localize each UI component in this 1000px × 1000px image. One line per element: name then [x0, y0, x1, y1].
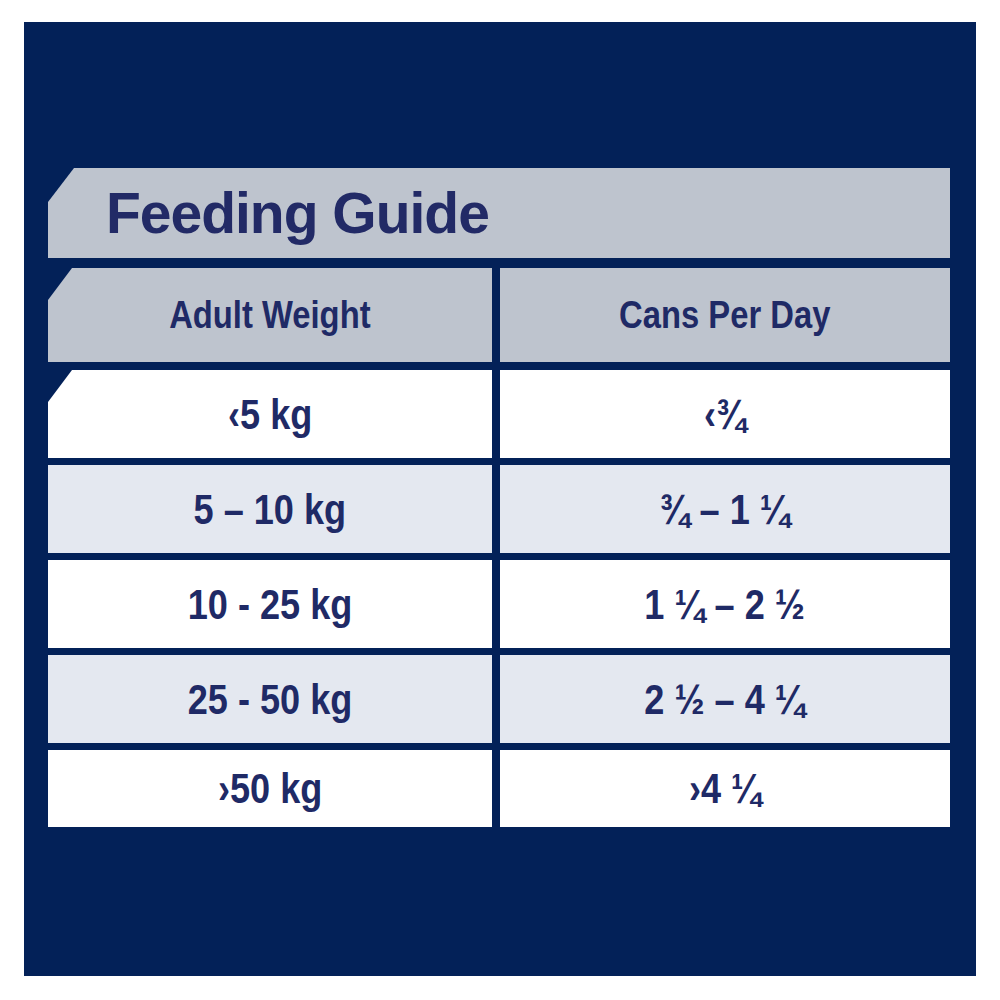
feeding-guide-title-banner: Feeding Guide: [48, 168, 950, 258]
table-row: ›50 kg ›4 ¼: [48, 750, 950, 827]
cans-cell: ›4 ¼: [500, 750, 950, 827]
column-header-cans-per-day: Cans Per Day: [500, 268, 950, 362]
cans-value: ¾ – 1 ¼: [660, 485, 791, 534]
column-divider: [492, 750, 500, 827]
page-title: Feeding Guide: [106, 180, 489, 246]
column-divider: [492, 560, 500, 648]
cans-value: ›4 ¼: [689, 764, 761, 813]
table-row: 10 - 25 kg 1 ¼ – 2 ½: [48, 560, 950, 648]
weight-value: 5 – 10 kg: [194, 485, 347, 534]
cans-cell: 1 ¼ – 2 ½: [500, 560, 950, 648]
column-divider: [492, 370, 500, 458]
weight-cell: ‹5 kg: [48, 370, 492, 458]
table-header-row: Adult Weight Cans Per Day: [48, 268, 950, 362]
table-row: 5 – 10 kg ¾ – 1 ¼: [48, 465, 950, 553]
table-row: ‹5 kg ‹¾: [48, 370, 950, 458]
feeding-guide-panel: Feeding Guide Adult Weight Cans Per Day …: [24, 22, 976, 976]
weight-cell: 25 - 50 kg: [48, 655, 492, 743]
column-header-label: Adult Weight: [169, 293, 370, 337]
weight-value: ›50 kg: [218, 764, 322, 813]
weight-cell: ›50 kg: [48, 750, 492, 827]
column-divider: [492, 465, 500, 553]
column-divider: [492, 268, 500, 362]
column-divider: [492, 655, 500, 743]
cans-value: 1 ¼ – 2 ½: [645, 580, 806, 629]
table-row: 25 - 50 kg 2 ½ – 4 ¼: [48, 655, 950, 743]
weight-value: 10 - 25 kg: [188, 580, 353, 629]
weight-value: 25 - 50 kg: [188, 675, 353, 724]
weight-value: ‹5 kg: [228, 390, 312, 439]
weight-cell: 5 – 10 kg: [48, 465, 492, 553]
weight-cell: 10 - 25 kg: [48, 560, 492, 648]
cans-cell: ‹¾: [500, 370, 950, 458]
column-header-label: Cans Per Day: [619, 293, 830, 337]
column-header-adult-weight: Adult Weight: [48, 268, 492, 362]
cans-value: 2 ½ – 4 ¼: [645, 675, 806, 724]
cans-cell: ¾ – 1 ¼: [500, 465, 950, 553]
cans-cell: 2 ½ – 4 ¼: [500, 655, 950, 743]
cans-value: ‹¾: [704, 390, 746, 439]
